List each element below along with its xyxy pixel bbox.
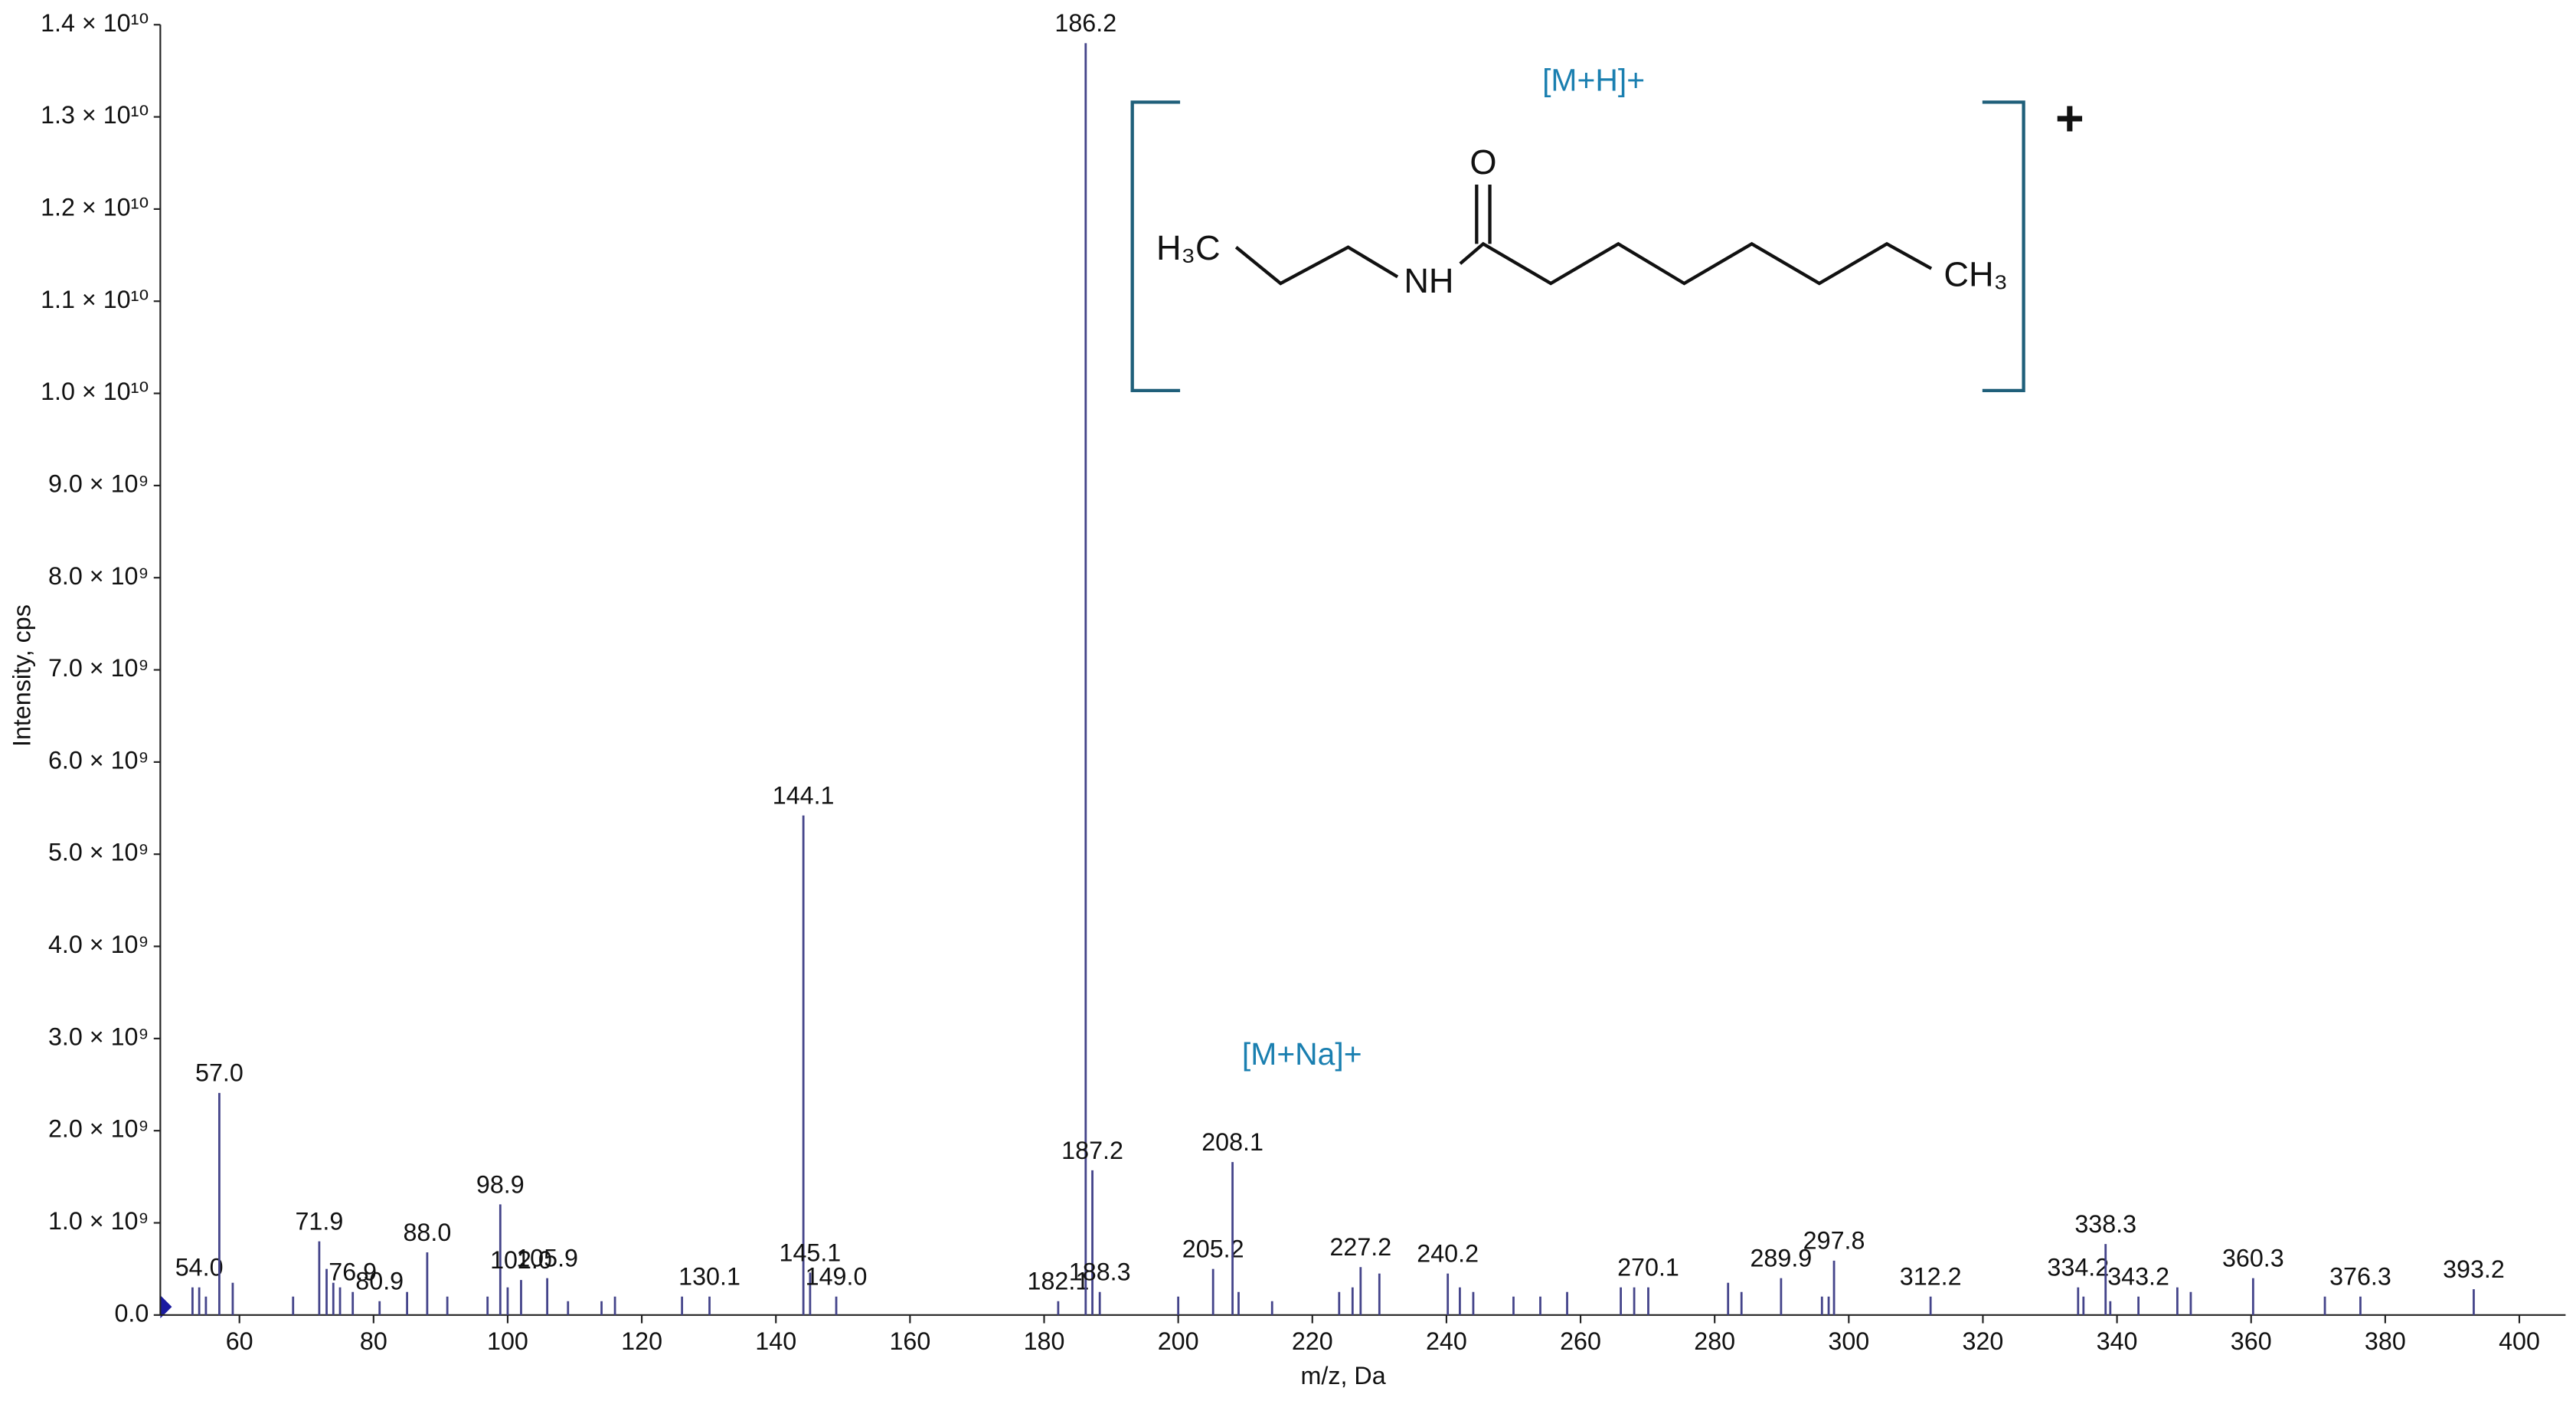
bracket bbox=[1982, 100, 2025, 393]
peak-label: 360.3 bbox=[2222, 1245, 2284, 1272]
peak-label: 227.2 bbox=[1329, 1233, 1391, 1261]
atom: NH bbox=[1404, 261, 1453, 300]
y-tick-label: 5.0 × 10⁹ bbox=[48, 839, 149, 866]
x-tick-label: 60 bbox=[226, 1327, 253, 1355]
x-tick-label: 280 bbox=[1694, 1327, 1735, 1355]
y-tick-label: 4.0 × 10⁹ bbox=[48, 931, 149, 958]
peak-label: 57.0 bbox=[195, 1059, 244, 1087]
peak-label: 393.2 bbox=[2443, 1255, 2505, 1283]
atom: H₃C bbox=[1156, 228, 1221, 267]
peak-label: 186.2 bbox=[1054, 9, 1116, 37]
peak-label: 334.2 bbox=[2047, 1254, 2109, 1281]
x-tick-label: 340 bbox=[2097, 1327, 2138, 1355]
peak-label: 54.0 bbox=[175, 1254, 224, 1281]
peak-label: 270.1 bbox=[1617, 1254, 1679, 1281]
peak-label: 187.2 bbox=[1061, 1137, 1123, 1164]
peak-label: 102.0 bbox=[490, 1246, 552, 1274]
y-tick-label: 1.0 × 10¹⁰ bbox=[41, 378, 149, 405]
peak-label: 105.9 bbox=[516, 1245, 578, 1272]
x-tick-label: 100 bbox=[487, 1327, 528, 1355]
bracket bbox=[1130, 100, 1181, 393]
y-tick-label: 1.0 × 10⁹ bbox=[48, 1207, 149, 1235]
y-tick-label: 1.3 × 10¹⁰ bbox=[41, 101, 149, 129]
atom: CH₃ bbox=[1943, 254, 2008, 293]
x-tick-label: 240 bbox=[1426, 1327, 1467, 1355]
x-tick-label: 380 bbox=[2365, 1327, 2406, 1355]
peak-label: 338.3 bbox=[2074, 1210, 2136, 1238]
peak-label: 188.3 bbox=[1069, 1258, 1131, 1286]
charge: + bbox=[2055, 90, 2084, 146]
y-tick-label: 6.0 × 10⁹ bbox=[48, 746, 149, 774]
annotation: [M+Na]+ bbox=[1242, 1036, 1362, 1072]
y-axis-label: Intensity, cps bbox=[8, 604, 35, 747]
structure: H₃C NH O CH₃ + bbox=[1130, 90, 2084, 393]
peak-label: 376.3 bbox=[2329, 1263, 2391, 1291]
peak-label: 88.0 bbox=[403, 1219, 451, 1246]
x-tick-label: 180 bbox=[1024, 1327, 1065, 1355]
y-tick-label: 3.0 × 10⁹ bbox=[48, 1023, 149, 1050]
peak-label: 149.0 bbox=[806, 1263, 868, 1291]
bond bbox=[1459, 241, 1933, 286]
x-tick-label: 260 bbox=[1560, 1327, 1601, 1355]
peak-label: 130.1 bbox=[678, 1263, 740, 1291]
x-tick-label: 220 bbox=[1292, 1327, 1333, 1355]
x-tick-label: 120 bbox=[621, 1327, 662, 1355]
x-tick-label: 300 bbox=[1828, 1327, 1869, 1355]
y-tick-label: 9.0 × 10⁹ bbox=[48, 470, 149, 497]
peak-label: 71.9 bbox=[295, 1207, 343, 1235]
peak-label: 145.1 bbox=[780, 1239, 842, 1266]
x-tick-label: 160 bbox=[889, 1327, 930, 1355]
y-tick-label: 8.0 × 10⁹ bbox=[48, 562, 149, 590]
x-tick-label: 80 bbox=[360, 1327, 387, 1355]
x-tick-label: 400 bbox=[2499, 1327, 2540, 1355]
x-tick-label: 140 bbox=[755, 1327, 796, 1355]
bond bbox=[1234, 245, 1399, 286]
peak-label: 76.9 bbox=[329, 1258, 377, 1286]
peak-label: 144.1 bbox=[773, 782, 835, 810]
x-tick-label: 360 bbox=[2231, 1327, 2272, 1355]
x-tick-label: 320 bbox=[1963, 1327, 2004, 1355]
annotation: [M+H]+ bbox=[1542, 62, 1645, 97]
y-tick-label: 1.4 × 10¹⁰ bbox=[41, 9, 149, 37]
peak-label: 182.1 bbox=[1028, 1268, 1090, 1295]
y-tick-label: 7.0 × 10⁹ bbox=[48, 654, 149, 682]
y-tick-label: 1.2 × 10¹⁰ bbox=[41, 193, 149, 221]
x-axis-label: m/z, Da bbox=[1300, 1362, 1385, 1389]
y-tick-label: 2.0 × 10⁹ bbox=[48, 1115, 149, 1143]
peak-label: 312.2 bbox=[1900, 1263, 1962, 1291]
x-tick-label: 200 bbox=[1158, 1327, 1199, 1355]
peak-label: 98.9 bbox=[476, 1170, 525, 1198]
peak-label: 80.9 bbox=[355, 1268, 404, 1295]
atom: O bbox=[1469, 142, 1496, 182]
bond bbox=[1475, 184, 1492, 244]
peak-label: 343.2 bbox=[2107, 1263, 2169, 1291]
y-tick-label: 0.0 bbox=[114, 1299, 149, 1327]
marker bbox=[160, 1295, 172, 1319]
peak-label: 297.8 bbox=[1803, 1227, 1865, 1255]
peak-label: 289.9 bbox=[1750, 1245, 1812, 1272]
peak-label: 208.1 bbox=[1201, 1128, 1263, 1156]
peak-label: 205.2 bbox=[1182, 1235, 1244, 1263]
y-tick-label: 1.1 × 10¹⁰ bbox=[41, 286, 149, 313]
peak-label: 240.2 bbox=[1417, 1240, 1479, 1268]
